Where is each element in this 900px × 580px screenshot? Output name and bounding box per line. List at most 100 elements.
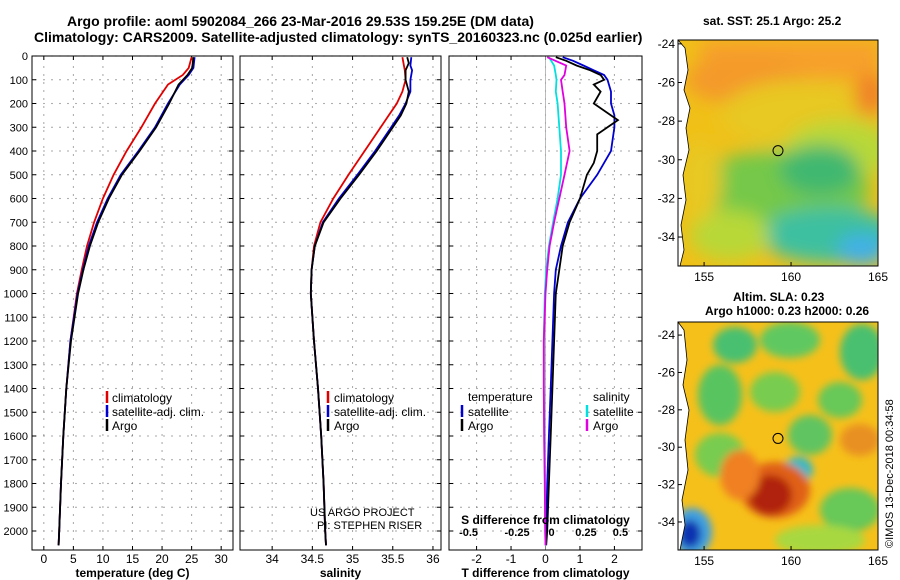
grid-dot (107, 459, 109, 461)
grid-dot (564, 150, 566, 152)
grid-dot (311, 506, 313, 508)
grid-dot (291, 79, 293, 81)
grid-dot (203, 150, 205, 152)
grid-dot (475, 162, 478, 164)
grid-dot (510, 538, 512, 540)
grid-dot (311, 402, 313, 404)
grid-dot (161, 122, 163, 124)
grid-dot (500, 102, 502, 105)
grid-dot (102, 498, 104, 500)
grid-dot (147, 316, 149, 318)
grid-dot (51, 411, 53, 413)
grid-dot (604, 221, 606, 223)
grid-dot (432, 338, 434, 340)
grid-dot (155, 79, 157, 81)
grid-dot (432, 290, 434, 292)
grid-dot (579, 226, 581, 228)
grid-dot (588, 126, 590, 128)
grid-dot (291, 364, 293, 366)
grid-dot (371, 364, 373, 366)
grid-dot (432, 378, 434, 380)
grid-dot (579, 210, 581, 212)
grid-dot (72, 218, 74, 220)
grid-dot (131, 340, 133, 342)
grid-dot (275, 292, 277, 295)
grid-dot (432, 74, 434, 76)
grid-dot (211, 79, 213, 81)
grid-dot (227, 387, 229, 390)
grid-dot (510, 138, 512, 140)
grid-dot (203, 316, 205, 318)
grid-dot (91, 411, 93, 413)
grid-dot (524, 292, 526, 295)
grid-dot (267, 506, 269, 508)
grid-dot (131, 466, 134, 468)
grid-dot (432, 266, 434, 268)
grid-dot (628, 79, 630, 81)
grid-dot (540, 102, 542, 105)
grid-dot (220, 514, 222, 516)
grid-dot (548, 197, 550, 200)
x-axis-label: T difference from climatology (461, 566, 629, 580)
grid-dot (476, 530, 478, 532)
grid-dot (620, 459, 622, 461)
grid-dot (220, 170, 222, 172)
grid-dot (580, 506, 582, 508)
grid-dot (392, 530, 394, 532)
grid-dot (371, 459, 373, 461)
grid-dot (72, 194, 74, 196)
grid-dot (510, 386, 512, 388)
grid-dot (460, 150, 462, 152)
grid-dot (588, 459, 590, 461)
grid-dot (311, 82, 313, 84)
grid-dot (612, 79, 614, 81)
grid-dot (613, 522, 616, 524)
grid-dot (107, 150, 109, 152)
grid-dot (432, 450, 434, 452)
grid-dot (510, 82, 512, 84)
grid-dot (475, 146, 478, 148)
grid-dot (220, 482, 222, 484)
grid-dot (613, 82, 616, 84)
grid-dot (510, 354, 512, 356)
grid-dot (131, 434, 134, 436)
grid-dot (508, 126, 510, 128)
grid-dot (115, 269, 117, 271)
grid-dot (131, 394, 134, 396)
grid-dot (564, 269, 566, 271)
grid-dot (171, 364, 173, 366)
grid-dot (475, 338, 478, 340)
grid-dot (267, 459, 269, 461)
grid-dot (271, 514, 273, 516)
depth-tick-label: 400 (10, 146, 28, 158)
grid-dot (475, 386, 478, 388)
grid-dot (628, 102, 630, 105)
grid-dot (339, 292, 341, 295)
grid-dot (102, 530, 104, 532)
grid-dot (315, 126, 317, 128)
grid-dot (387, 221, 389, 223)
grid-dot (540, 506, 542, 508)
grid-dot (564, 316, 566, 318)
grid-dot (131, 330, 134, 332)
grid-dot (59, 292, 61, 295)
grid-dot (259, 174, 261, 176)
grid-dot (123, 411, 125, 413)
grid-dot (351, 354, 354, 356)
grid-dot (72, 306, 74, 308)
grid-dot (347, 506, 349, 508)
grid-dot (191, 290, 193, 292)
grid-dot (220, 298, 222, 300)
grid-dot (612, 340, 614, 342)
grid-dot (131, 459, 133, 461)
grid-dot (432, 282, 434, 284)
grid-dot (72, 242, 74, 244)
grid-dot (579, 330, 581, 332)
grid-dot (579, 362, 581, 364)
grid-dot (307, 482, 309, 485)
grid-dot (311, 194, 313, 196)
sst-map-title: sat. SST: 25.1 Argo: 25.2 (703, 14, 842, 28)
grid-dot (351, 202, 354, 204)
grid-dot (351, 250, 354, 252)
